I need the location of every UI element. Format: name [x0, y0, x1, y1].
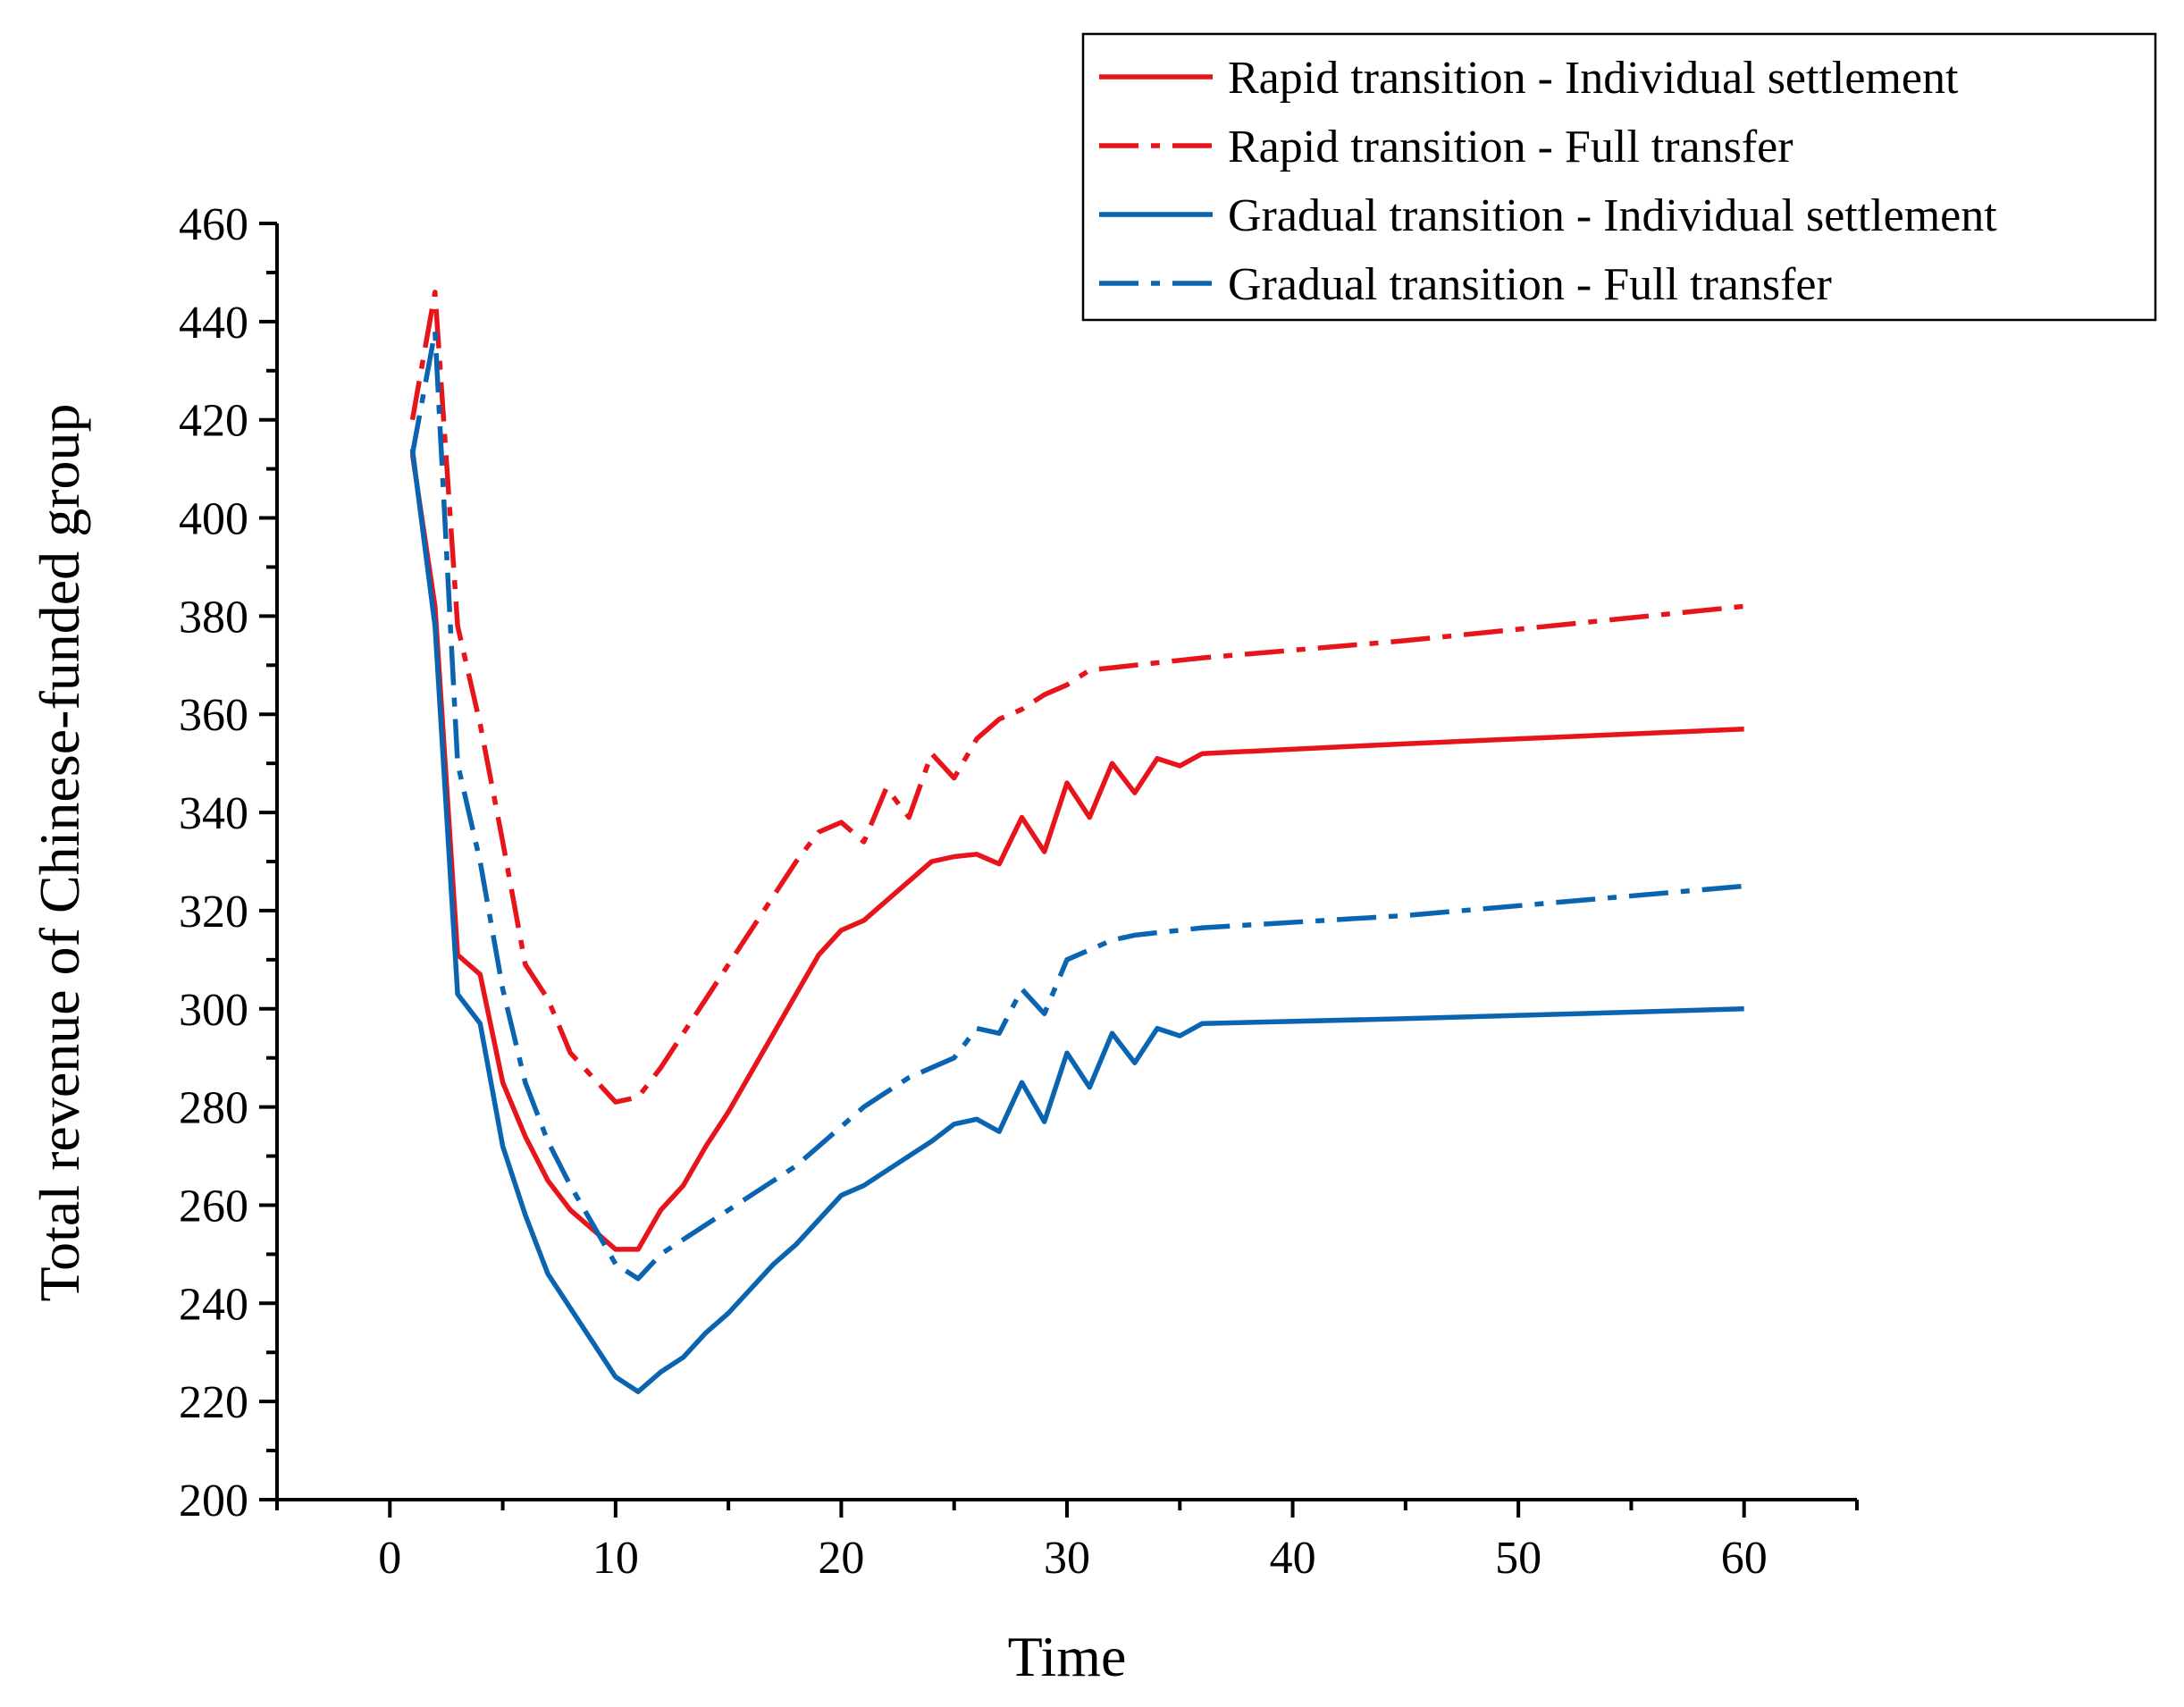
x-tick-label: 50: [1495, 1533, 1541, 1584]
x-tick-label: 40: [1270, 1533, 1316, 1584]
x-ticks: 0 10 20 30 40 50 60: [275, 1500, 1859, 1584]
y-tick-label: 400: [179, 494, 248, 545]
y-axis-title: Total revenue of Chinese-funded group: [28, 404, 91, 1302]
legend-label-1: Rapid transition - Individual settlement: [1228, 53, 1959, 104]
x-tick-label: 10: [592, 1533, 639, 1584]
y-tick-label: 220: [179, 1377, 248, 1428]
series-line-3: [409, 449, 1744, 1394]
series-line-4: [409, 329, 1744, 1282]
y-tick-label: 260: [179, 1181, 248, 1232]
x-tick-label: 60: [1721, 1533, 1768, 1584]
y-tick-label: 300: [179, 985, 248, 1036]
y-tick-label: 320: [179, 887, 248, 938]
x-tick-label: 0: [378, 1533, 401, 1584]
axes: 2002202402602803003203403603804004204404…: [179, 199, 1859, 1584]
legend-label-3: Gradual transition - Individual settleme…: [1228, 190, 1997, 241]
legend-label-4: Gradual transition - Full transfer: [1228, 259, 1832, 310]
x-axis-title: Time: [1008, 1625, 1127, 1688]
legend: Rapid transition - Individual settlement…: [1081, 32, 2157, 322]
y-tick-label: 440: [179, 298, 248, 349]
legend-box: [1081, 32, 2157, 322]
legend-items: Rapid transition - Individual settlement…: [1099, 53, 1997, 310]
y-tick-label: 380: [179, 592, 248, 643]
y-tick-label: 460: [179, 199, 248, 250]
y-tick-label: 200: [179, 1476, 248, 1526]
y-tick-label: 340: [179, 788, 248, 839]
y-tick-label: 280: [179, 1083, 248, 1134]
y-tick-label: 420: [179, 396, 248, 447]
x-tick-label: 30: [1044, 1533, 1090, 1584]
series-line-2: [409, 290, 1744, 1105]
y-ticks: 200 220 240 260 280 300 320 340 360 380 400 420 440 4…: [179, 199, 277, 1526]
y-tick-label: 360: [179, 690, 248, 741]
x-tick-label: 20: [818, 1533, 864, 1584]
y-tick-label: 240: [179, 1279, 248, 1330]
series-layer: [409, 290, 1744, 1394]
legend-label-2: Rapid transition - Full transfer: [1228, 122, 1793, 172]
series-line-1: [409, 453, 1744, 1252]
